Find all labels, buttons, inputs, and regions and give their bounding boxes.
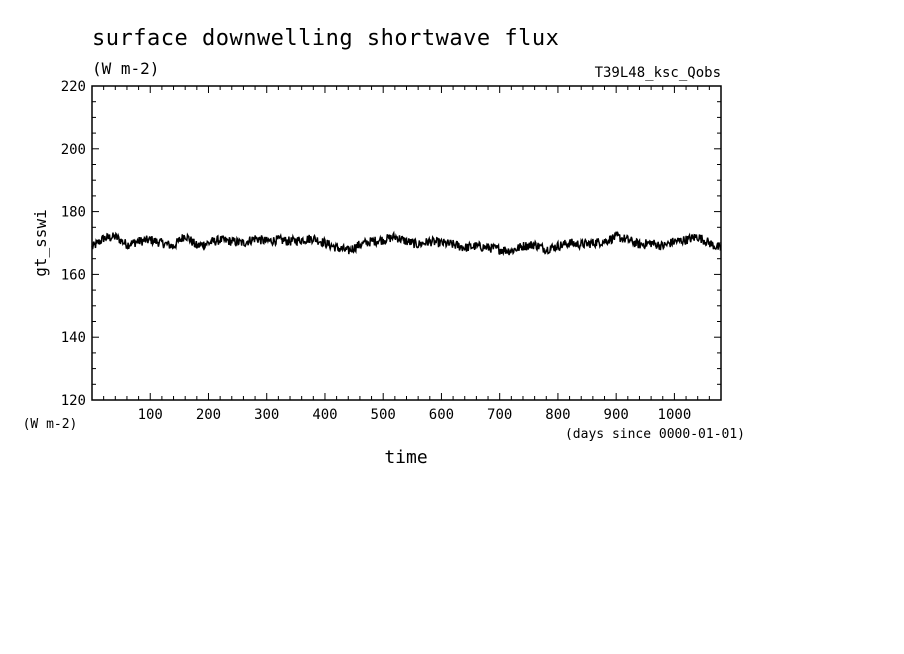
x-axis-ticks: 100 200 300 400 500 600 700 800 900 1000 (103, 86, 710, 423)
x-tick-label: 1000 (658, 407, 692, 423)
y-tick-label: 220 (61, 79, 86, 95)
x-tick-label: 800 (545, 407, 570, 423)
y-axis-units: (W m-2) (23, 417, 78, 432)
x-tick-label: 500 (371, 407, 396, 423)
series-line-gt-sswi (91, 230, 722, 257)
x-tick-label: 600 (429, 407, 454, 423)
x-tick-label: 300 (254, 407, 279, 423)
y-tick-label: 160 (61, 267, 86, 283)
y-tick-label: 200 (61, 142, 86, 158)
y-tick-label: 120 (61, 393, 86, 409)
x-axis-units: (days since 0000-01-01) (565, 427, 745, 442)
chart-units: (W m-2) (92, 59, 159, 78)
chart-title: surface downwelling shortwave flux (92, 26, 559, 51)
x-tick-label: 400 (312, 407, 337, 423)
y-axis-ticks: 120 140 160 180 200 220 (61, 79, 721, 409)
y-tick-label: 180 (61, 205, 86, 221)
x-tick-label: 900 (604, 407, 629, 423)
run-label: T39L48_ksc_Qobs (595, 65, 721, 81)
x-tick-label: 700 (487, 407, 512, 423)
x-tick-label: 100 (138, 407, 163, 423)
x-tick-label: 200 (196, 407, 221, 423)
y-tick-label: 140 (61, 330, 86, 346)
y-axis-label: gt_sswi (31, 209, 50, 276)
x-axis-label: time (384, 447, 427, 468)
